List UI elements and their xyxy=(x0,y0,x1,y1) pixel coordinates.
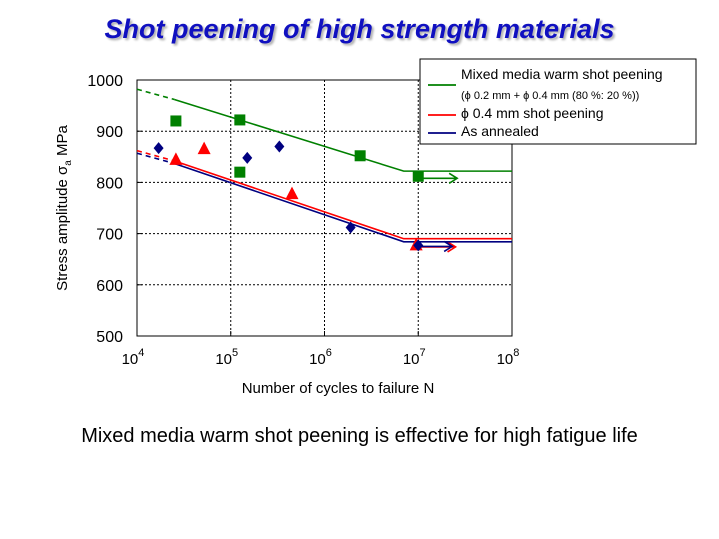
x-tick-label: 105 xyxy=(215,347,238,368)
data-point-square xyxy=(234,114,246,126)
x-tick-labels: 104 105 106 107 108 xyxy=(122,347,520,368)
data-markers xyxy=(153,114,424,252)
data-point-triangle xyxy=(197,141,211,155)
fit-curve-dashed xyxy=(136,149,175,162)
runout-arrowhead xyxy=(448,172,459,184)
fit-curve-dashed xyxy=(136,152,175,165)
legend-item-mixed-media-detail: (ϕ 0.2 mm + ϕ 0.4 mm (80 %: 20 %)) xyxy=(461,90,639,102)
y-tick-label: 500 xyxy=(96,329,123,346)
slide-caption: Mixed media warm shot peening is effecti… xyxy=(81,425,638,447)
data-point-diamond xyxy=(153,142,164,155)
y-tick-label: 600 xyxy=(96,278,123,295)
x-axis-label: Number of cycles to failure N xyxy=(242,380,435,397)
y-tick-label: 1000 xyxy=(87,73,123,90)
fit-curves xyxy=(136,88,512,253)
data-point-square xyxy=(170,115,182,127)
data-point-diamond xyxy=(274,140,285,153)
data-point-triangle xyxy=(285,186,299,200)
x-tick-label: 108 xyxy=(497,347,520,368)
legend: Mixed media warm shot peening (ϕ 0.2 mm +… xyxy=(419,58,697,145)
slide-title: Shot peening of high strength materials xyxy=(104,14,615,44)
data-point-square xyxy=(412,170,424,182)
legend-box xyxy=(419,58,697,145)
x-tick-label: 104 xyxy=(122,347,145,368)
runout-arrowhead xyxy=(447,241,458,253)
fit-curve-dashed xyxy=(136,88,175,101)
data-point-triangle xyxy=(169,152,183,165)
legend-item-as-annealed: As annealed xyxy=(461,123,539,139)
y-tick-label: 900 xyxy=(96,124,123,141)
data-point-diamond xyxy=(413,239,424,252)
x-tick-label: 106 xyxy=(309,347,332,368)
y-axis-label: Stress amplitude σa MPa xyxy=(54,124,74,290)
fit-curve xyxy=(174,160,512,240)
data-point-square xyxy=(234,166,246,178)
x-tick-label: 107 xyxy=(403,347,426,368)
runout-arrowhead xyxy=(443,240,454,253)
y-tick-label: 700 xyxy=(96,227,123,244)
fit-curve xyxy=(174,162,512,243)
legend-item-mixed-media: Mixed media warm shot peening xyxy=(461,66,663,82)
legend-item-shot-peening: ϕ 0.4 mm shot peening xyxy=(461,105,603,121)
data-point-diamond xyxy=(345,221,356,234)
y-tick-labels: 500 600 700 800 900 1000 xyxy=(87,73,123,346)
data-point-square xyxy=(354,150,366,162)
y-tick-label: 800 xyxy=(96,175,123,192)
fit-curve xyxy=(174,98,512,172)
data-point-diamond xyxy=(242,151,253,164)
plot-area-frame xyxy=(136,79,513,337)
